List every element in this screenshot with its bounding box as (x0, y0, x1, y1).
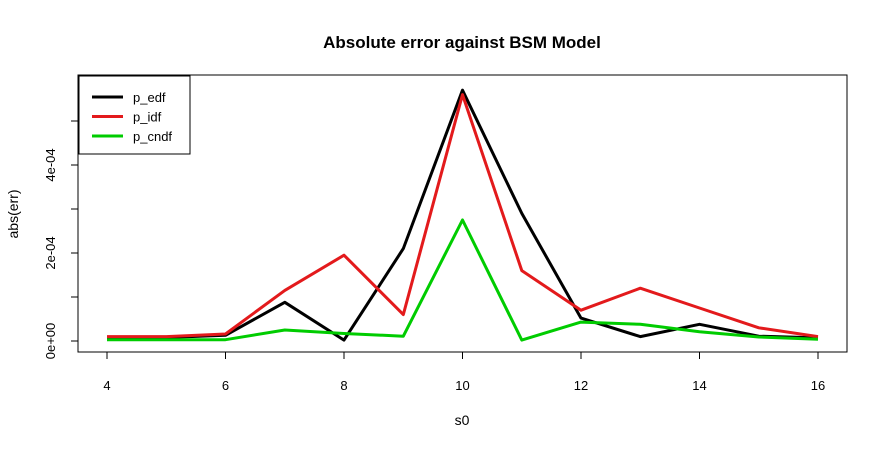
legend: p_edf p_idf p_cndf (78, 75, 191, 155)
y-axis: 0e+00 2e-04 4e-04 (43, 120, 79, 360)
legend-label: p_idf (133, 110, 162, 125)
x-tick-label: 14 (692, 378, 706, 393)
x-tick-label: 6 (222, 378, 229, 393)
x-tick-label: 4 (103, 378, 110, 393)
x-axis-label: s0 (455, 412, 470, 428)
y-tick-label: 4e-04 (43, 148, 58, 181)
x-tick-label: 12 (574, 378, 588, 393)
x-tick-label: 10 (455, 378, 469, 393)
legend-label: p_edf (133, 90, 166, 105)
x-tick-label: 16 (811, 378, 825, 393)
y-tick-label: 2e-04 (43, 236, 58, 269)
chart-title: Absolute error against BSM Model (323, 33, 601, 52)
x-tick-label: 8 (340, 378, 347, 393)
series-line-p-edf (107, 88, 819, 342)
series-layer (107, 88, 819, 342)
x-axis: 4 6 8 10 12 14 16 (103, 351, 825, 393)
series-line-p-idf (107, 93, 819, 339)
plot-frame (77, 74, 848, 353)
legend-label: p_cndf (133, 129, 172, 144)
y-tick-label: 0e+00 (43, 323, 58, 360)
y-axis-label: abs(err) (5, 189, 21, 238)
series-line-p-cndf (107, 218, 819, 342)
